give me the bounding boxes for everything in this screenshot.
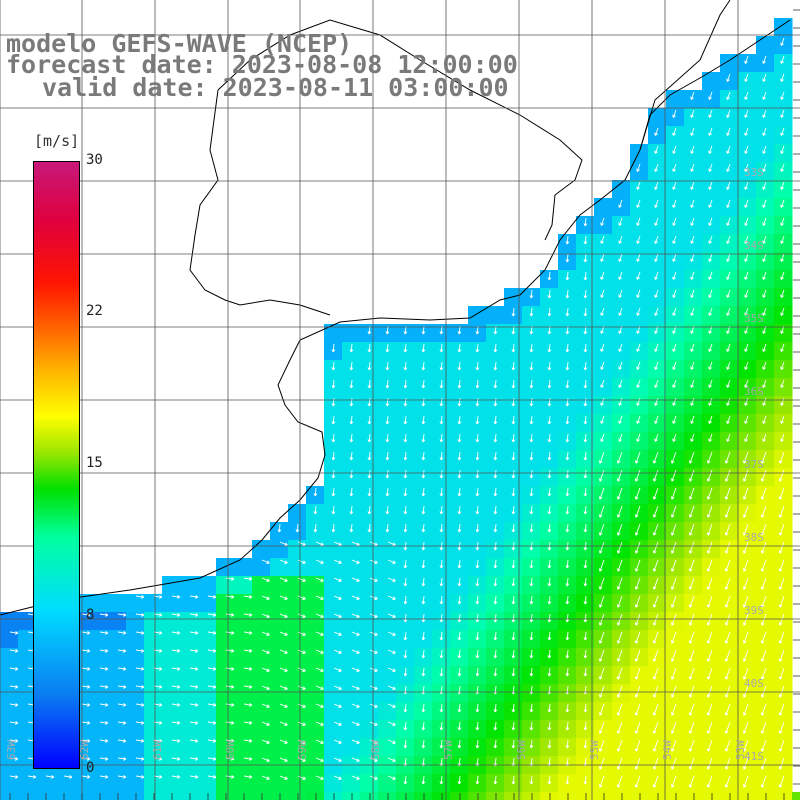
colorbar-unit-label: [m/s] <box>34 132 80 150</box>
uruguay-river-border <box>189 89 331 316</box>
lat-label-33S: 33S <box>744 166 764 179</box>
model-title: modelo GEFS-WAVE (NCEP) <box>6 29 353 58</box>
valid-date: valid date: 2023-08-11 03:00:00 <box>42 73 509 102</box>
colorbar <box>33 161 80 769</box>
wind-vector-arrows <box>9 37 785 788</box>
colorbar-tick-22: 22 <box>86 303 103 319</box>
lat-label-36S: 36S <box>744 385 764 398</box>
lat-label-39S: 39S <box>744 604 764 617</box>
lon-label-56W: 56W <box>515 740 528 760</box>
axis-ticks <box>9 9 800 800</box>
lon-label-63W: 63W <box>5 740 18 760</box>
wind-speed-cells <box>0 18 800 800</box>
lat-label-37S: 37S <box>744 458 764 471</box>
lat-label-40S: 40S <box>744 677 764 690</box>
lat-label-34S: 34S <box>744 239 764 252</box>
lon-label-58W: 58W <box>369 740 382 760</box>
uruguay-border <box>217 19 583 241</box>
colorbar-tick-8: 8 <box>86 607 95 623</box>
lagoon-shore <box>639 0 731 151</box>
lon-label-57W: 57W <box>442 740 455 760</box>
lon-label-54W: 54W <box>661 740 674 760</box>
lon-label-60W: 60W <box>224 740 237 760</box>
lon-label-53W: 53W <box>734 740 747 760</box>
colorbar-tick-0: 0 <box>86 760 95 776</box>
lat-label-35S: 35S <box>744 312 764 325</box>
lon-label-55W: 55W <box>588 740 601 760</box>
forecast-date: forecast date: 2023-08-08 12:00:00 <box>6 50 518 79</box>
colorbar-tick-30: 30 <box>86 152 103 168</box>
lon-label-61W: 61W <box>151 740 164 760</box>
lon-label-59W: 59W <box>296 740 309 760</box>
lon-label-62W: 62W <box>78 740 91 760</box>
colorbar-tick-15: 15 <box>86 455 103 471</box>
lat-label-38S: 38S <box>744 531 764 544</box>
lat-label-41S: 41S <box>744 750 764 763</box>
